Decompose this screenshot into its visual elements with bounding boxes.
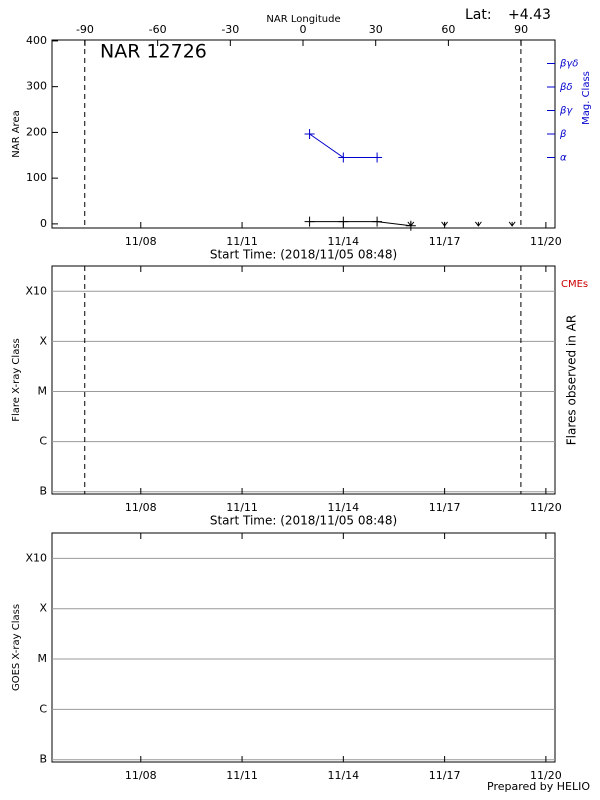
data-point [338,216,349,227]
y-tick-label: B [39,753,47,766]
series-line [309,221,411,227]
x-axis-title: Start Time: (2018/11/05 08:48) [210,514,397,528]
y2-tick-label: βγ [559,106,573,117]
x-tick-label: 11/14 [327,235,359,248]
data-point [474,221,482,227]
plot-frame [51,265,556,495]
latitude-value: +4.43 [508,7,551,23]
plot-frame [51,532,556,763]
x-tick-label: 11/14 [327,769,359,782]
y-axis-title: NAR Area [11,110,22,157]
x-tick-label: 11/17 [429,769,461,782]
latitude-label: Lat: [465,7,492,23]
y2-tick-label: βδ [559,82,573,93]
data-point [338,152,349,163]
y-axis-title: Flare X-ray Class [11,338,22,422]
y-tick-label: C [39,702,47,715]
y-tick-label: 400 [26,34,47,47]
x-tick-label: 11/14 [327,501,359,514]
x2-tick-label: -60 [149,23,167,36]
x2-tick-label: -90 [76,23,94,36]
y-tick-label: 200 [26,125,47,138]
y-tick-label: B [39,485,47,498]
x2-axis-title: NAR Longitude [266,14,340,25]
x2-tick-label: 60 [441,23,455,36]
x-tick-label: 11/08 [125,501,157,514]
y-tick-label: 0 [40,217,47,230]
y-tick-label: X10 [25,284,47,297]
x-tick-label: 11/08 [125,235,157,248]
x-tick-label: 11/17 [429,235,461,248]
y2-tick-label: β [559,129,567,140]
y2-tick-label: α [560,153,567,164]
y2-axis-title: Mag. Class [581,71,592,125]
data-point [441,221,449,227]
x-tick-label: 11/17 [429,501,461,514]
y-tick-label: 100 [26,171,47,184]
x-tick-label: 11/20 [530,769,562,782]
data-point [407,221,415,227]
x2-tick-label: 90 [514,23,528,36]
x2-tick-label: 0 [300,23,307,36]
y-tick-label: C [39,435,47,448]
annotation: CMEs [561,279,588,290]
x-tick-label: 11/08 [125,769,157,782]
x-tick-label: 11/20 [530,501,562,514]
plot-frame [51,39,556,229]
y2-axis-title: Flares observed in AR [565,315,579,445]
y-axis-title: GOES X-ray Class [11,604,22,691]
x-tick-label: 11/20 [530,235,562,248]
y-tick-label: M [38,652,48,665]
y2-tick-label: βγδ [559,59,578,70]
x-axis-title: Start Time: (2018/11/05 08:48) [210,248,397,262]
data-point [508,221,516,227]
x-tick-label: 11/11 [226,235,258,248]
data-point [304,216,315,227]
nar-label: NAR 12726 [100,41,207,63]
y-tick-label: X10 [25,551,47,564]
y-tick-label: 300 [26,80,47,93]
data-point [372,216,383,227]
y-tick-label: X [39,602,47,615]
data-point [372,152,383,163]
x-tick-label: 11/11 [226,769,258,782]
data-point [304,129,315,139]
x2-tick-label: 30 [369,23,383,36]
y-tick-label: X [39,334,47,347]
x2-tick-label: -30 [221,23,239,36]
x-tick-label: 11/11 [226,501,258,514]
credit: Prepared by HELIO [487,780,590,793]
y-tick-label: M [38,385,48,398]
